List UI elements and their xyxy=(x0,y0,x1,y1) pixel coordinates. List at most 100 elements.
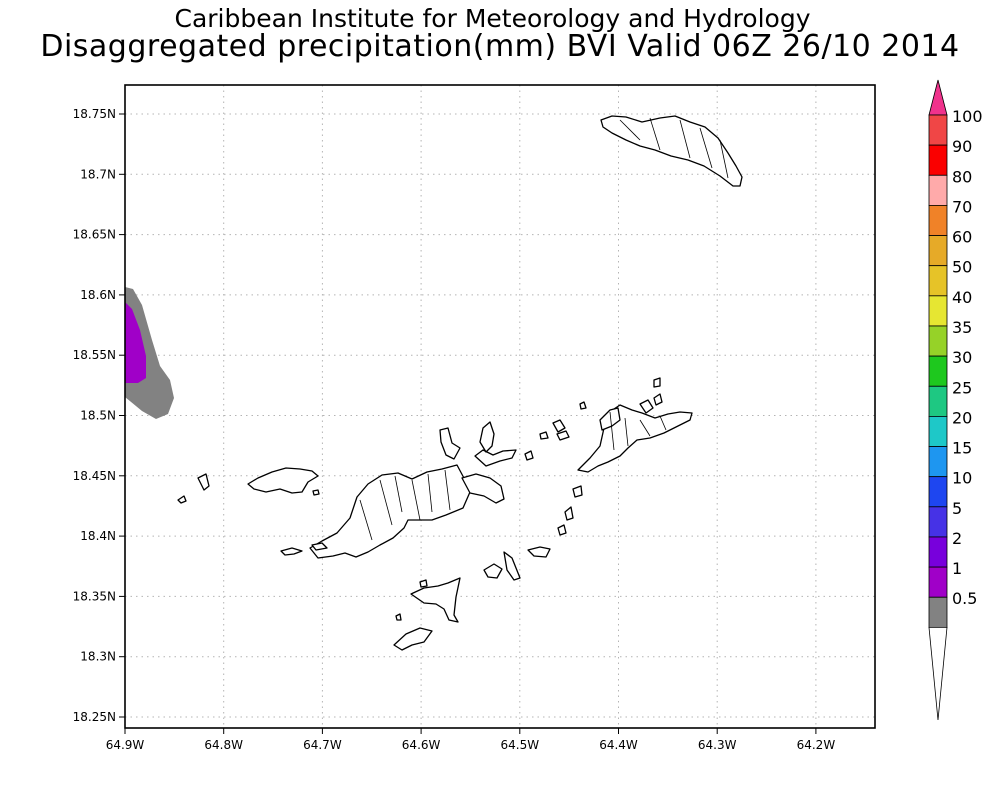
island-tortola xyxy=(309,464,471,559)
legend-label: 0.5 xyxy=(952,589,977,608)
island-dog-isles xyxy=(552,419,566,433)
legend-label: 40 xyxy=(952,288,972,307)
y-tick-label: 18.35N xyxy=(73,589,116,603)
island-boundary-line xyxy=(394,475,403,513)
island-boundary-line xyxy=(624,417,629,447)
y-tick-label: 18.4N xyxy=(80,529,116,543)
precip-area-grey xyxy=(125,287,174,419)
legend-swatch xyxy=(928,144,948,176)
island-boundary-line xyxy=(639,419,651,437)
legend-swatch xyxy=(928,446,948,478)
legend-label: 2 xyxy=(952,529,962,548)
island-sandy-cay xyxy=(177,495,187,504)
x-tick-label: 64.6W xyxy=(402,738,441,752)
legend-swatch xyxy=(928,415,948,447)
island-islet-1 xyxy=(539,431,549,440)
island-islet-5 xyxy=(419,579,428,588)
x-tick-label: 64.9W xyxy=(106,738,145,752)
x-tick-label: 64.7W xyxy=(303,738,342,752)
legend-label: 5 xyxy=(952,499,962,518)
island-islet-4 xyxy=(395,613,402,621)
legend-label: 35 xyxy=(952,318,972,337)
island-virgin-gorda xyxy=(577,404,693,473)
legend-swatch xyxy=(928,506,948,538)
legend-swatch xyxy=(928,205,948,236)
legend-swatch xyxy=(928,265,948,297)
island-islet-2 xyxy=(579,401,587,410)
island-great-camanoe xyxy=(474,449,517,467)
island-boundary-line xyxy=(699,127,713,169)
legend-swatch xyxy=(928,566,948,598)
y-tick-label: 18.3N xyxy=(80,650,116,664)
legend-label: 90 xyxy=(952,137,972,156)
island-cooper-island xyxy=(503,551,521,581)
chart-title: Caribbean Institute for Meteorology and … xyxy=(174,4,811,33)
legend-swatch xyxy=(928,536,948,568)
island-dog-isles-2 xyxy=(556,430,570,441)
island-jost-van-dyke xyxy=(247,467,319,494)
island-mosquito xyxy=(599,407,621,431)
legend-arrow-bottom xyxy=(928,626,948,721)
legend-label: 15 xyxy=(952,439,972,458)
x-tick-label: 64.5W xyxy=(501,738,540,752)
x-tick-label: 64.8W xyxy=(204,738,243,752)
y-tick-label: 18.45N xyxy=(73,469,116,483)
chart-subtitle: Disaggregated precipitation(mm) BVI Vali… xyxy=(40,29,960,64)
y-tick-label: 18.25N xyxy=(73,710,116,724)
island-boundary-line xyxy=(379,479,393,526)
island-boundary-line xyxy=(659,415,667,431)
y-tick-label: 18.55N xyxy=(73,348,116,362)
plot-frame xyxy=(124,84,876,729)
island-broken-jerusalem xyxy=(572,485,583,498)
legend-swatch xyxy=(928,174,948,206)
legend-label: 25 xyxy=(952,378,972,397)
island-little-jost xyxy=(197,473,210,491)
legend-label: 50 xyxy=(952,258,972,277)
precipitation-layer xyxy=(125,287,174,419)
island-anegada xyxy=(600,115,743,187)
x-tick-label: 64.4W xyxy=(599,738,638,752)
y-tick-label: 18.5N xyxy=(80,409,116,423)
legend-label: 60 xyxy=(952,228,972,247)
precip-area-purple xyxy=(125,302,146,383)
legend-arrow-top xyxy=(928,79,948,116)
island-peter-island xyxy=(410,577,461,623)
island-boundary-line xyxy=(444,469,451,511)
island-boundary-line xyxy=(427,473,433,513)
legend-label: 20 xyxy=(952,408,972,427)
island-boundary-line xyxy=(609,411,615,451)
x-tick-label: 64.2W xyxy=(797,738,836,752)
island-marina-cay xyxy=(439,427,461,460)
legend-swatch xyxy=(928,235,948,267)
legend-swatch xyxy=(928,596,948,628)
legend-swatch xyxy=(928,476,948,508)
legend-label: 80 xyxy=(952,167,972,186)
y-tick-label: 18.75N xyxy=(73,107,116,121)
axes: 64.9W 64.8W 64.7W 64.6W 64.5W 64.4W 64.3W 64.2W… xyxy=(73,107,836,752)
island-scrub xyxy=(524,450,534,461)
island-eustatia xyxy=(653,393,663,406)
island-guana xyxy=(479,421,495,453)
island-norman-island xyxy=(393,627,433,651)
island-boundary-line xyxy=(719,139,729,179)
island-necker xyxy=(653,377,661,388)
island-great-thatch xyxy=(280,547,303,556)
legend-swatch xyxy=(928,385,948,417)
island-boundary-line xyxy=(411,479,421,521)
island-boundary-line xyxy=(679,119,691,159)
legend-swatch xyxy=(928,325,948,357)
legend-label: 10 xyxy=(952,469,972,488)
legend-swatch xyxy=(928,114,948,146)
island-fallen-jerusalem xyxy=(557,524,567,536)
island-little-thatch xyxy=(311,542,328,551)
island-prickly-pear xyxy=(639,399,654,414)
island-salt-island xyxy=(483,563,503,579)
y-tick-label: 18.7N xyxy=(80,167,116,181)
legend-label: 100 xyxy=(952,107,983,126)
island-islet-3 xyxy=(312,489,320,496)
islands-layer xyxy=(177,115,743,651)
colorbar-legend: 100 90 80 70 60 50 40 35 30 25 20 15 10 5 2 1 0.5 xyxy=(928,79,983,721)
island-boundary-line xyxy=(649,117,661,151)
legend-swatch xyxy=(928,295,948,327)
